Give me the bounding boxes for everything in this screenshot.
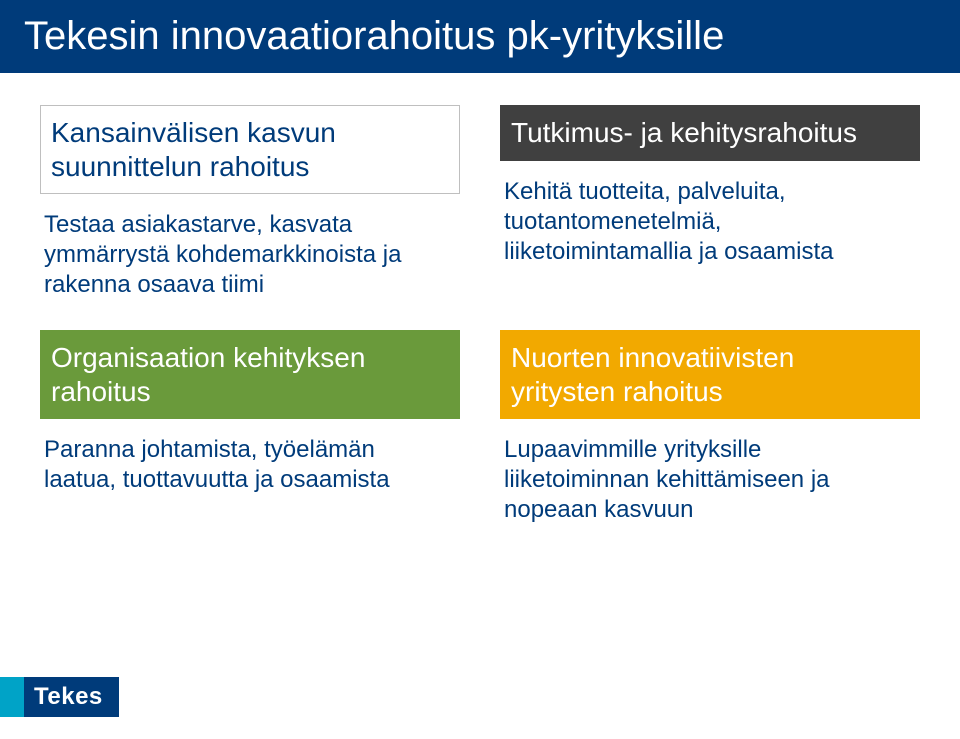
title-bar: Tekesin innovaatiorahoitus pk-yrityksill… xyxy=(0,0,960,73)
footer-logo: Tekes xyxy=(0,677,119,717)
page-title: Tekesin innovaatiorahoitus pk-yrityksill… xyxy=(24,14,936,59)
heading-rd-funding: Tutkimus- ja kehitysrahoitus xyxy=(500,105,920,161)
block-rd-funding: Tutkimus- ja kehitysrahoitus Kehitä tuot… xyxy=(500,105,920,300)
logo-accent-tab xyxy=(0,677,24,717)
block-org-dev-funding: Organisaation kehityksen rahoitus Parann… xyxy=(40,330,460,525)
desc-rd-funding: Kehitä tuotteita, palveluita, tuotantome… xyxy=(500,161,920,267)
content-grid: Kansainvälisen kasvun suunnittelun rahoi… xyxy=(0,73,960,525)
block-young-innovative-funding: Nuorten innovatiivisten yritysten rahoit… xyxy=(500,330,920,525)
block-growth-funding: Kansainvälisen kasvun suunnittelun rahoi… xyxy=(40,105,460,300)
desc-org-dev-funding: Paranna johtamista, työelämän laatua, tu… xyxy=(40,419,460,495)
desc-growth-funding: Testaa asiakastarve, kasvata ymmärrystä … xyxy=(40,194,460,300)
heading-growth-funding: Kansainvälisen kasvun suunnittelun rahoi… xyxy=(40,105,460,194)
desc-young-innovative-funding: Lupaavimmille yrityksille liiketoiminnan… xyxy=(500,419,920,525)
heading-org-dev-funding: Organisaation kehityksen rahoitus xyxy=(40,330,460,419)
brand-name: Tekes xyxy=(24,677,119,717)
heading-young-innovative-funding: Nuorten innovatiivisten yritysten rahoit… xyxy=(500,330,920,419)
